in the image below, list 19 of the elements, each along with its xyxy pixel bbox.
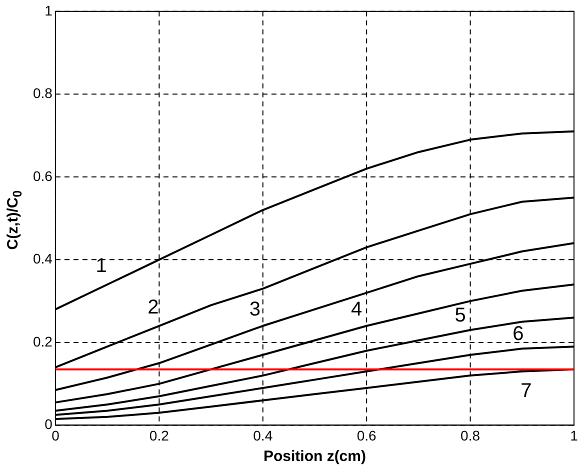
y-tick-label: 0.2 xyxy=(32,333,53,350)
y-tick-label: 0.4 xyxy=(32,250,53,267)
x-tick-label: 0.8 xyxy=(460,427,480,444)
y-tick-label: 0.6 xyxy=(32,168,53,184)
y-tick-label: 0 xyxy=(44,416,53,432)
series-label: 2 xyxy=(148,296,159,318)
series-label: 1 xyxy=(96,255,107,278)
x-tick-label: 0.6 xyxy=(356,427,377,444)
series-label: 3 xyxy=(249,298,260,320)
y-tick-label: 1 xyxy=(44,2,53,18)
x-tick-label: 0.2 xyxy=(149,427,170,444)
series-label: 7 xyxy=(520,380,532,402)
x-tick-label: 1 xyxy=(570,427,578,444)
series-label: 5 xyxy=(454,304,466,327)
x-tick-label: 0.4 xyxy=(253,427,273,444)
series-label: 6 xyxy=(512,323,524,346)
y-tick-label: 0.8 xyxy=(32,85,53,102)
x-axis-title: Position z(cm) xyxy=(263,448,366,466)
series-label: 4 xyxy=(351,298,362,320)
